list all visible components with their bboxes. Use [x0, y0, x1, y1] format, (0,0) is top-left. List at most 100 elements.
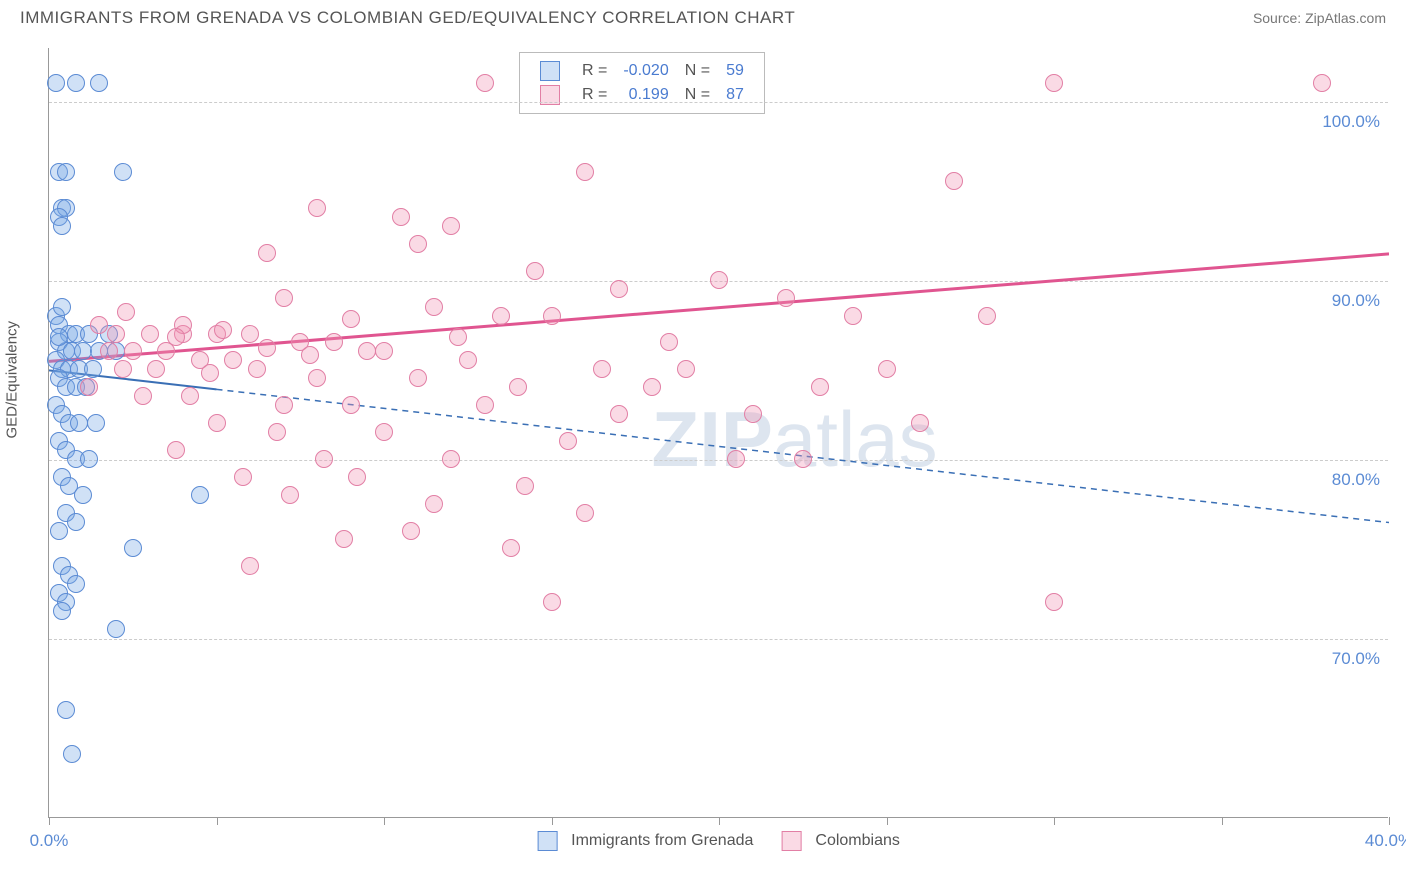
data-point-grenada: [47, 74, 65, 92]
data-point-colombians: [241, 325, 259, 343]
data-point-colombians: [425, 298, 443, 316]
data-point-colombians: [559, 432, 577, 450]
data-point-colombians: [476, 74, 494, 92]
data-point-colombians: [315, 450, 333, 468]
data-point-colombians: [90, 316, 108, 334]
data-point-colombians: [576, 163, 594, 181]
data-point-grenada: [191, 486, 209, 504]
data-point-grenada: [70, 414, 88, 432]
data-point-colombians: [442, 450, 460, 468]
data-point-colombians: [308, 369, 326, 387]
data-point-colombians: [258, 339, 276, 357]
legend-row-colombians: R =0.199N =87: [532, 83, 752, 107]
data-point-colombians: [509, 378, 527, 396]
data-point-colombians: [167, 328, 185, 346]
data-point-colombians: [114, 360, 132, 378]
data-point-colombians: [459, 351, 477, 369]
data-point-colombians: [744, 405, 762, 423]
y-tick-label: 100.0%: [1322, 112, 1380, 132]
data-point-colombians: [593, 360, 611, 378]
gridline: [49, 460, 1388, 461]
x-tick: [49, 817, 50, 825]
data-point-colombians: [134, 387, 152, 405]
data-point-colombians: [811, 378, 829, 396]
data-point-colombians: [201, 364, 219, 382]
data-point-colombians: [878, 360, 896, 378]
y-tick-label: 70.0%: [1332, 649, 1380, 669]
data-point-colombians: [308, 199, 326, 217]
data-point-colombians: [117, 303, 135, 321]
data-point-colombians: [348, 468, 366, 486]
data-point-colombians: [147, 360, 165, 378]
x-tick: [1389, 817, 1390, 825]
data-point-colombians: [442, 217, 460, 235]
data-point-colombians: [342, 310, 360, 328]
watermark: ZIPatlas: [652, 394, 938, 485]
x-tick-label: 0.0%: [30, 831, 69, 851]
data-point-colombians: [643, 378, 661, 396]
data-point-colombians: [301, 346, 319, 364]
data-point-colombians: [1045, 593, 1063, 611]
data-point-colombians: [794, 450, 812, 468]
data-point-colombians: [1313, 74, 1331, 92]
legend-row-grenada: R =-0.020N =59: [532, 59, 752, 83]
data-point-colombians: [502, 539, 520, 557]
data-point-colombians: [214, 321, 232, 339]
data-point-colombians: [945, 172, 963, 190]
data-point-colombians: [777, 289, 795, 307]
data-point-colombians: [409, 369, 427, 387]
legend-item-grenada: Immigrants from Grenada: [537, 831, 753, 851]
data-point-colombians: [710, 271, 728, 289]
data-point-colombians: [375, 423, 393, 441]
data-point-colombians: [660, 333, 678, 351]
data-point-colombians: [124, 342, 142, 360]
data-point-grenada: [50, 328, 68, 346]
data-point-colombians: [677, 360, 695, 378]
x-tick: [719, 817, 720, 825]
data-point-colombians: [516, 477, 534, 495]
x-tick-label: 40.0%: [1365, 831, 1406, 851]
data-point-grenada: [107, 620, 125, 638]
data-point-colombians: [978, 307, 996, 325]
legend-item-colombians: Colombians: [781, 831, 899, 851]
x-tick: [1222, 817, 1223, 825]
data-point-grenada: [50, 522, 68, 540]
data-point-grenada: [84, 360, 102, 378]
data-point-colombians: [492, 307, 510, 325]
data-point-colombians: [402, 522, 420, 540]
data-point-colombians: [409, 235, 427, 253]
data-point-grenada: [74, 486, 92, 504]
data-point-colombians: [167, 441, 185, 459]
x-tick: [887, 817, 888, 825]
data-point-colombians: [543, 593, 561, 611]
data-point-colombians: [325, 333, 343, 351]
data-point-colombians: [543, 307, 561, 325]
correlation-legend: R =-0.020N =59R =0.199N =87: [519, 52, 765, 114]
data-point-colombians: [100, 342, 118, 360]
scatter-plot: ZIPatlas R =-0.020N =59R =0.199N =87 Imm…: [48, 48, 1388, 818]
data-point-colombians: [727, 450, 745, 468]
data-point-colombians: [80, 378, 98, 396]
data-point-grenada: [53, 602, 71, 620]
data-point-grenada: [67, 74, 85, 92]
data-point-grenada: [53, 298, 71, 316]
y-tick-label: 80.0%: [1332, 470, 1380, 490]
data-point-grenada: [114, 163, 132, 181]
data-point-colombians: [208, 414, 226, 432]
data-point-grenada: [124, 539, 142, 557]
data-point-colombians: [234, 468, 252, 486]
data-point-grenada: [74, 342, 92, 360]
y-tick-label: 90.0%: [1332, 291, 1380, 311]
data-point-colombians: [224, 351, 242, 369]
data-point-grenada: [57, 701, 75, 719]
data-point-colombians: [911, 414, 929, 432]
x-tick: [384, 817, 385, 825]
data-point-colombians: [181, 387, 199, 405]
data-point-colombians: [449, 328, 467, 346]
gridline: [49, 639, 1388, 640]
data-point-colombians: [576, 504, 594, 522]
gridline: [49, 102, 1388, 103]
data-point-colombians: [281, 486, 299, 504]
data-point-colombians: [268, 423, 286, 441]
x-tick: [1054, 817, 1055, 825]
